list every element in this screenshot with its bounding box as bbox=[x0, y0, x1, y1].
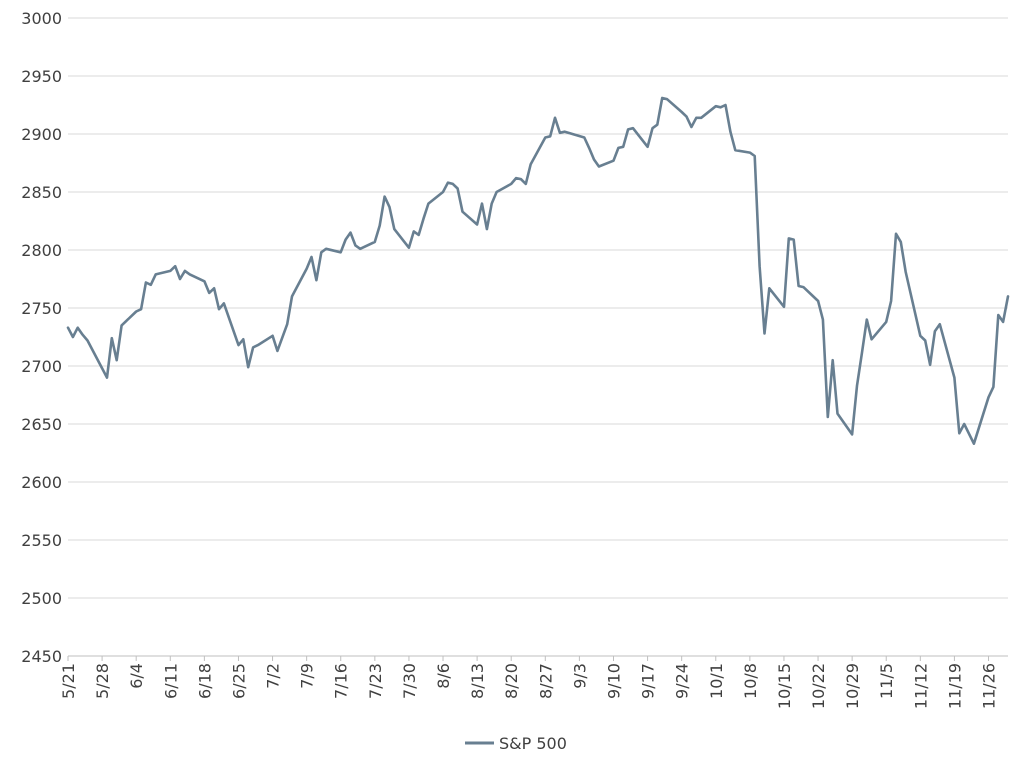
x-tick-label: 10/29 bbox=[843, 663, 862, 709]
x-tick-label: 7/30 bbox=[400, 663, 419, 699]
x-axis-ticks: 5/21 5/28 6/4 6/11 6/18 6/25 7/2 7/9 7/16 7/23 7/3… bbox=[59, 656, 999, 709]
y-tick-label: 2850 bbox=[21, 183, 62, 202]
x-tick-label: 6/25 bbox=[229, 663, 248, 699]
y-tick-label: 2500 bbox=[21, 589, 62, 608]
x-tick-label: 9/10 bbox=[604, 663, 623, 699]
x-tick-label: 9/17 bbox=[639, 663, 658, 699]
x-tick-label: 8/27 bbox=[536, 663, 555, 699]
x-tick-label: 6/18 bbox=[195, 663, 214, 699]
y-tick-label: 2550 bbox=[21, 531, 62, 550]
y-tick-label: 2800 bbox=[21, 241, 62, 260]
x-tick-label: 8/6 bbox=[434, 663, 453, 689]
gridlines bbox=[68, 17, 1008, 657]
x-tick-label: 11/5 bbox=[877, 663, 896, 699]
x-tick-label: 10/15 bbox=[775, 663, 794, 709]
y-tick-label: 2600 bbox=[21, 473, 62, 492]
legend: S&P 500 bbox=[465, 734, 567, 753]
x-tick-label: 8/20 bbox=[502, 663, 521, 699]
y-tick-label: 2950 bbox=[21, 67, 62, 86]
x-tick-label: 7/23 bbox=[366, 663, 385, 699]
legend-label: S&P 500 bbox=[499, 734, 567, 753]
x-tick-label: 10/1 bbox=[707, 663, 726, 699]
x-tick-label: 6/11 bbox=[161, 663, 180, 699]
x-tick-label: 7/16 bbox=[332, 663, 351, 699]
x-tick-label: 7/9 bbox=[298, 663, 317, 689]
y-tick-label: 2900 bbox=[21, 125, 62, 144]
x-tick-label: 11/26 bbox=[980, 663, 999, 709]
x-tick-label: 6/4 bbox=[127, 663, 146, 689]
x-tick-label: 11/12 bbox=[911, 663, 930, 709]
x-tick-label: 9/24 bbox=[673, 663, 692, 699]
x-tick-label: 5/21 bbox=[59, 663, 78, 699]
y-tick-label: 2650 bbox=[21, 415, 62, 434]
y-tick-label: 2750 bbox=[21, 299, 62, 318]
x-tick-label: 7/2 bbox=[264, 663, 283, 689]
y-tick-label: 2700 bbox=[21, 357, 62, 376]
x-tick-label: 5/28 bbox=[93, 663, 112, 699]
y-tick-label: 2450 bbox=[21, 647, 62, 666]
y-tick-label: 3000 bbox=[21, 9, 62, 28]
series-line-sp500 bbox=[66, 96, 1010, 445]
x-tick-label: 8/13 bbox=[468, 663, 487, 699]
x-tick-label: 11/19 bbox=[945, 663, 964, 709]
x-tick-label: 10/8 bbox=[741, 663, 760, 699]
x-tick-label: 9/3 bbox=[570, 663, 589, 689]
x-tick-label: 10/22 bbox=[809, 663, 828, 709]
y-axis-ticks: 2450 2500 2550 2600 2650 2700 2750 2800 2850 2900… bbox=[21, 9, 62, 666]
